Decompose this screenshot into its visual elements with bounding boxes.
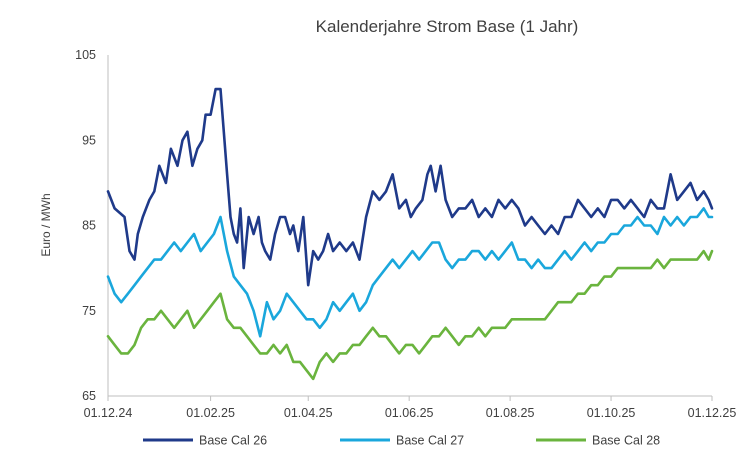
series-line-base-cal-28: [106, 249, 714, 381]
legend-label: Base Cal 28: [592, 434, 660, 448]
series-line-base-cal-26: [106, 87, 714, 287]
y-tick-label: 105: [75, 48, 96, 62]
legend-label: Base Cal 26: [199, 434, 267, 448]
y-tick-label: 65: [82, 389, 96, 403]
y-tick-label: 75: [82, 304, 96, 318]
y-axis-label: Euro / MWh: [39, 193, 53, 256]
x-tick-label: 01.02.25: [186, 406, 235, 420]
x-tick-label: 01.10.25: [587, 406, 636, 420]
x-tick-label: 01.04.25: [284, 406, 333, 420]
x-tick-label: 01.08.25: [486, 406, 535, 420]
y-tick-label: 85: [82, 219, 96, 233]
x-tick-label: 01.06.25: [385, 406, 434, 420]
y-tick-label: 95: [82, 133, 96, 147]
legend-label: Base Cal 27: [396, 434, 464, 448]
series-group: [106, 87, 714, 381]
chart-title: Kalenderjahre Strom Base (1 Jahr): [316, 17, 579, 36]
x-tick-label: 01.12.25: [688, 406, 737, 420]
legend: Base Cal 26 Base Cal 27 Base Cal 28: [143, 434, 660, 448]
series-line-base-cal-27: [106, 207, 714, 338]
x-tick-label: 01.12.24: [84, 406, 133, 420]
axes: 65 75 85 95 105 01.12.24 01.02.25 01.04.25 01.06…: [75, 48, 736, 420]
